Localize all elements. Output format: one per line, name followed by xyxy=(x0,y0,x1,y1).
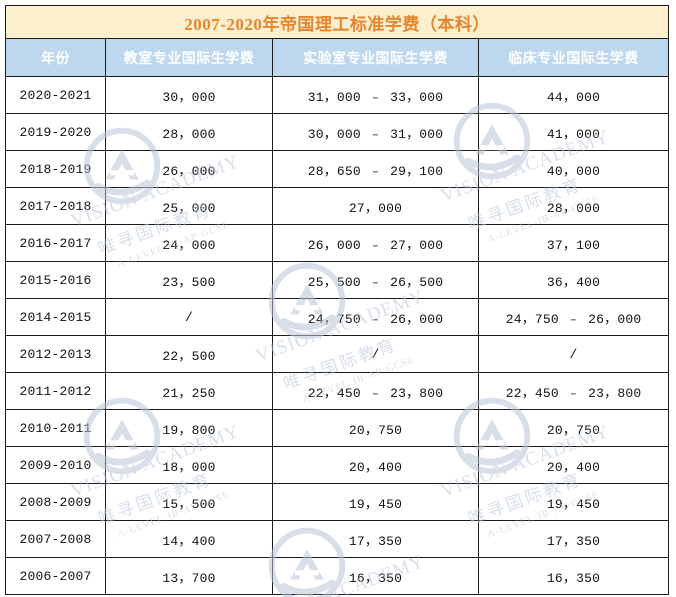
table-row: 2007-2008 14，400 17，350 17，350 xyxy=(5,520,670,558)
cell-clin: 24，750 ﹣ 26，000 xyxy=(477,298,670,336)
cell-lab: 16，350 xyxy=(272,557,479,595)
column-header-laboratory-major-fee: 实验室专业国际生学费 xyxy=(272,38,479,77)
cell-year: 2015-2016 xyxy=(5,261,106,299)
cell-class: 26，000 xyxy=(105,150,273,188)
cell-lab: 20，750 xyxy=(272,409,479,447)
cell-class: 30，000 xyxy=(105,76,273,114)
cell-class: 19，800 xyxy=(105,409,273,447)
table-row: 2008-2009 15，500 19，450 19，450 xyxy=(5,483,670,521)
cell-year: 2011-2012 xyxy=(5,372,106,410)
table-title: 2007-2020年帝国理工标准学费（本科） xyxy=(184,14,490,34)
cell-class: 15，500 xyxy=(105,483,273,521)
table-row: 2016-2017 24，000 26，000 ﹣ 27，000 37，100 xyxy=(5,224,670,262)
cell-class: 13，700 xyxy=(105,557,273,595)
cell-class: 28，000 xyxy=(105,113,273,151)
cell-clin: 19，450 xyxy=(477,483,670,521)
table-row: 2017-2018 25，000 27，000 28，000 xyxy=(5,187,670,225)
cell-year: 2020-2021 xyxy=(5,76,106,114)
cell-lab: 31，000 ﹣ 33，000 xyxy=(272,76,479,114)
cell-lab: 28，650 ﹣ 29，100 xyxy=(272,150,479,188)
cell-class: 14，400 xyxy=(105,520,273,558)
cell-class: 23，500 xyxy=(105,261,273,299)
cell-lab: 30，000 ﹣ 31，000 xyxy=(272,113,479,151)
column-header-classroom-major-fee: 教室专业国际生学费 xyxy=(105,38,273,77)
cell-year: 2008-2009 xyxy=(5,483,106,521)
table-row: 2011-2012 21，250 22，450 ﹣ 23，800 22，450 ﹣ 2… xyxy=(5,372,670,410)
cell-class: 24，000 xyxy=(105,224,273,262)
cell-lab: 26，000 ﹣ 27，000 xyxy=(272,224,479,262)
table-title-cell: 2007-2020年帝国理工标准学费（本科） xyxy=(4,5,670,39)
cell-clin: 22，450 ﹣ 23，800 xyxy=(477,372,670,410)
cell-lab: 20，400 xyxy=(272,446,479,484)
cell-clin: 41，000 xyxy=(477,113,670,151)
table-row: 2010-2011 19，800 20，750 20，750 xyxy=(5,409,670,447)
cell-lab: 22，450 ﹣ 23，800 xyxy=(272,372,479,410)
cell-clin: 16，350 xyxy=(477,557,670,595)
cell-clin: / xyxy=(477,335,670,373)
cell-year: 2009-2010 xyxy=(5,446,106,484)
fee-table-container: 2007-2020年帝国理工标准学费（本科） 年份 教室专业国际生学费 实验室专… xyxy=(4,5,670,595)
cell-year: 2006-2007 xyxy=(5,557,106,595)
cell-year: 2019-2020 xyxy=(5,113,106,151)
cell-class: 18，000 xyxy=(105,446,273,484)
cell-clin: 37，100 xyxy=(477,224,670,262)
cell-year: 2017-2018 xyxy=(5,187,106,225)
cell-clin: 17，350 xyxy=(477,520,670,558)
cell-year: 2014-2015 xyxy=(5,298,106,336)
column-header-year: 年份 xyxy=(5,38,106,77)
cell-lab: 24，750 ﹣ 26，000 xyxy=(272,298,479,336)
column-header-clinical-major-fee: 临床专业国际生学费 xyxy=(477,38,670,77)
cell-class: 22，500 xyxy=(105,335,273,373)
cell-clin: 28，000 xyxy=(477,187,670,225)
table-header-row: 年份 教室专业国际生学费 实验室专业国际生学费 临床专业国际生学费 xyxy=(5,38,670,77)
cell-lab: 25，500 ﹣ 26，500 xyxy=(272,261,479,299)
cell-lab: 17，350 xyxy=(272,520,479,558)
cell-lab: 19，450 xyxy=(272,483,479,521)
table-row: 2006-2007 13，700 16，350 16，350 xyxy=(5,557,670,595)
table-row: 2018-2019 26，000 28，650 ﹣ 29，100 40，000 xyxy=(5,150,670,188)
cell-year: 2007-2008 xyxy=(5,520,106,558)
table-title-row: 2007-2020年帝国理工标准学费（本科） xyxy=(4,5,670,39)
cell-year: 2010-2011 xyxy=(5,409,106,447)
cell-clin: 44，000 xyxy=(477,76,670,114)
cell-year: 2016-2017 xyxy=(5,224,106,262)
cell-lab: / xyxy=(272,335,479,373)
cell-year: 2018-2019 xyxy=(5,150,106,188)
table-row: 2015-2016 23，500 25，500 ﹣ 26，500 36，400 xyxy=(5,261,670,299)
cell-class: 25，000 xyxy=(105,187,273,225)
cell-year: 2012-2013 xyxy=(5,335,106,373)
cell-clin: 36，400 xyxy=(477,261,670,299)
table-row: 2019-2020 28，000 30，000 ﹣ 31，000 41，000 xyxy=(5,113,670,151)
cell-clin: 40，000 xyxy=(477,150,670,188)
cell-class: / xyxy=(105,298,273,336)
cell-clin: 20，750 xyxy=(477,409,670,447)
cell-class: 21，250 xyxy=(105,372,273,410)
table-row: 2012-2013 22，500// xyxy=(5,335,670,373)
table-row: 2020-2021 30，000 31，000 ﹣ 33，000 44，000 xyxy=(5,76,670,114)
tuition-fee-table: 2007-2020年帝国理工标准学费（本科） 年份 教室专业国际生学费 实验室专… xyxy=(4,5,670,595)
table-row: 2009-2010 18，000 20，400 20，400 xyxy=(5,446,670,484)
table-row: 2014-2015/24，750 ﹣ 26，000 24，750 ﹣ 26，000 xyxy=(5,298,670,336)
cell-lab: 27，000 xyxy=(272,187,479,225)
cell-clin: 20，400 xyxy=(477,446,670,484)
